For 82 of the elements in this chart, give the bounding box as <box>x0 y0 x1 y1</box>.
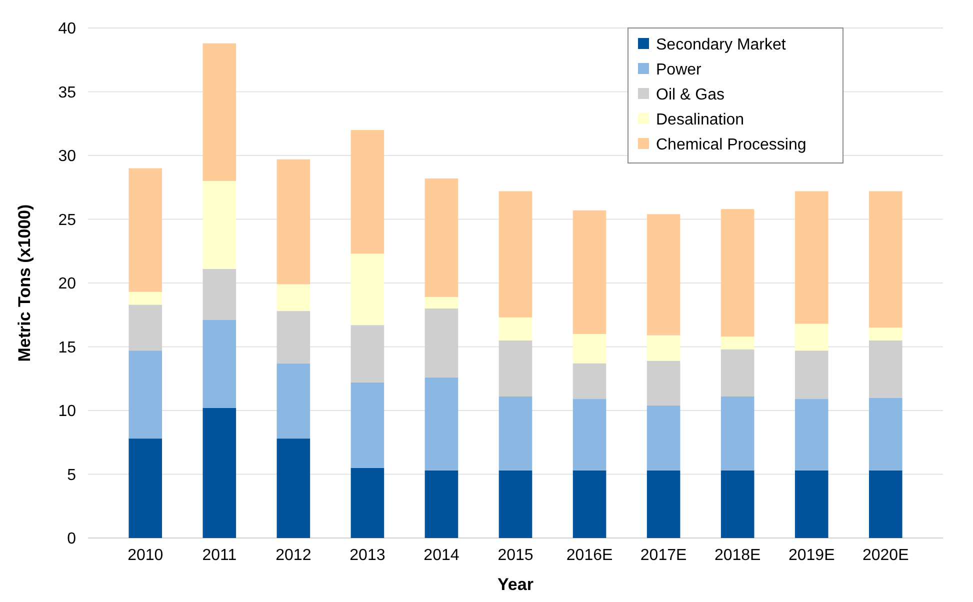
legend-label: Secondary Market <box>656 36 786 54</box>
legend-label: Power <box>656 62 702 79</box>
y-tick-label: 30 <box>58 148 76 166</box>
bar <box>794 191 828 324</box>
bar <box>424 178 458 298</box>
bar <box>128 292 162 305</box>
x-tick-label: 2018E <box>714 547 761 564</box>
bar <box>646 470 680 538</box>
bar <box>202 43 236 181</box>
bar <box>868 340 902 398</box>
bar <box>350 254 384 326</box>
bar <box>276 311 310 364</box>
bar <box>720 396 754 470</box>
x-axis-title: Year <box>498 575 534 594</box>
bar <box>720 470 754 538</box>
x-tick-label: 2012 <box>276 547 312 564</box>
bar <box>424 297 458 308</box>
y-tick-label: 40 <box>58 20 76 38</box>
bar <box>868 328 902 340</box>
x-tick-label: 2016E <box>566 547 613 564</box>
bar <box>794 399 828 470</box>
bar <box>498 470 532 538</box>
bar <box>646 335 680 361</box>
x-tick-label: 2019E <box>788 547 835 564</box>
bar <box>424 377 458 470</box>
bar <box>572 210 606 334</box>
bar <box>572 334 606 364</box>
x-tick-label: 2017E <box>640 547 687 564</box>
bar <box>794 470 828 538</box>
y-tick-label: 15 <box>58 339 76 356</box>
bar <box>572 399 606 470</box>
x-tick-label: 2014 <box>424 547 460 564</box>
y-tick-label: 25 <box>58 212 76 229</box>
bar <box>498 396 532 470</box>
bar <box>350 468 384 538</box>
bar <box>868 470 902 538</box>
y-axis-title: Metric Tons (x1000) <box>15 204 34 362</box>
bar <box>424 470 458 538</box>
bar <box>794 324 828 351</box>
x-tick-label: 2013 <box>350 547 386 564</box>
bar <box>498 317 532 340</box>
bar <box>350 325 384 382</box>
bar <box>276 438 310 538</box>
x-tick-label: 2020E <box>862 547 909 564</box>
y-tick-label: 0 <box>67 530 76 548</box>
bar <box>350 130 384 254</box>
bar <box>276 159 310 284</box>
bar <box>720 209 754 337</box>
bar <box>350 382 384 468</box>
y-tick-label: 20 <box>58 276 76 293</box>
bar <box>128 438 162 538</box>
bar <box>720 336 754 350</box>
bar <box>128 350 162 439</box>
bar <box>276 363 310 439</box>
bar <box>646 360 680 406</box>
legend-label: Desalination <box>656 112 744 129</box>
bar <box>202 408 236 538</box>
bar <box>202 268 236 320</box>
x-tick-label: 2015 <box>498 547 534 564</box>
bar <box>128 304 162 351</box>
bar <box>572 470 606 538</box>
bar <box>868 398 902 470</box>
bar <box>646 214 680 336</box>
bar <box>572 363 606 400</box>
y-tick-label: 10 <box>58 403 76 420</box>
bar <box>498 340 532 396</box>
bar <box>868 191 902 328</box>
bar <box>794 350 828 400</box>
y-tick-label: 35 <box>58 84 76 102</box>
y-tick-label: 5 <box>67 466 76 484</box>
bar <box>202 320 236 408</box>
x-tick-label: 2010 <box>128 547 164 564</box>
bar <box>424 308 458 378</box>
legend-label: Oil & Gas <box>656 86 724 104</box>
bar <box>498 191 532 318</box>
bar <box>646 405 680 470</box>
bar <box>720 349 754 396</box>
x-tick-label: 2011 <box>202 547 237 564</box>
bar <box>128 168 162 292</box>
bar <box>202 181 236 269</box>
legend-label: Chemical Processing <box>656 136 806 154</box>
bar <box>276 284 310 312</box>
